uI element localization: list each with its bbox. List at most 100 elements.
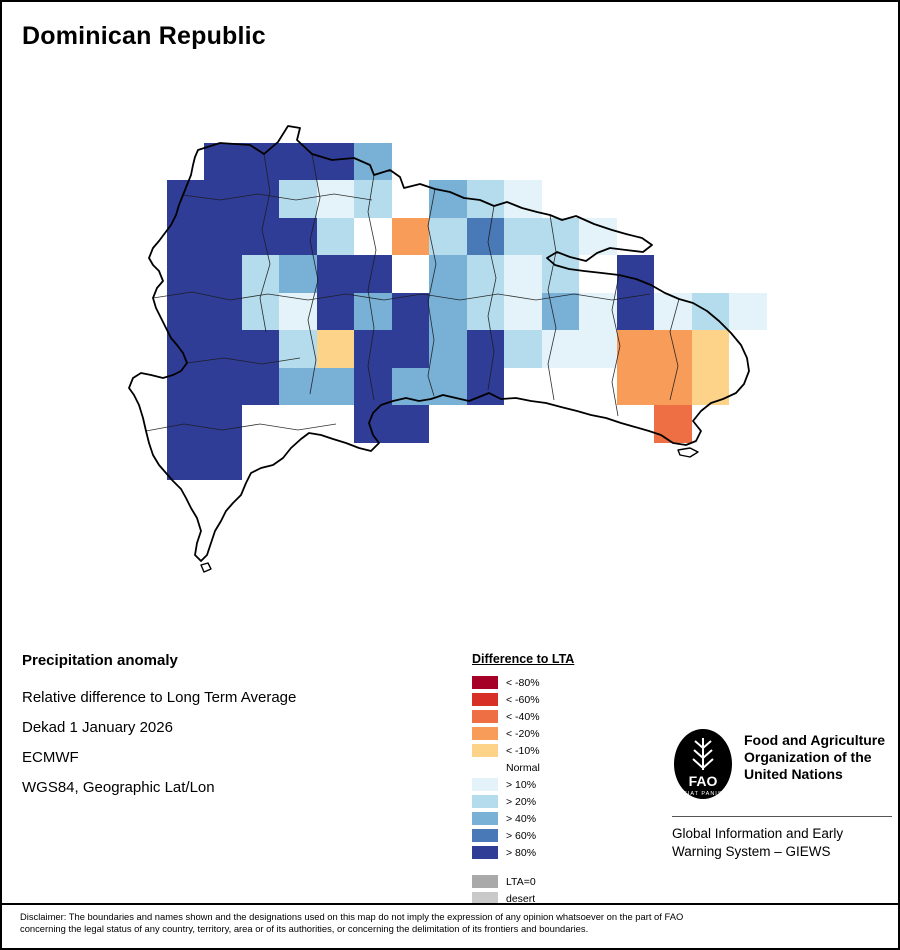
fao-org-line: Organization of the (744, 749, 872, 765)
grid-cell (204, 405, 242, 443)
grid-cell (504, 292, 542, 330)
grid-cell (429, 217, 467, 255)
legend-swatch (472, 744, 498, 757)
grid-cell (316, 180, 354, 218)
grid-cell (354, 367, 392, 405)
grid-cell (466, 255, 504, 293)
info-line-dekad: Dekad 1 January 2026 (22, 719, 173, 736)
legend-label: > 40% (506, 812, 537, 825)
grid-cell (354, 330, 392, 368)
legend-swatch (472, 710, 498, 723)
grid-cell (504, 255, 542, 293)
grid-cell (429, 292, 467, 330)
legend-item: < -20% (472, 725, 622, 742)
legend-extra-items: LTA=0 desert (472, 873, 622, 907)
grid-cell (391, 367, 429, 405)
legend-label: < -60% (506, 693, 540, 706)
fao-org-name: Food and Agriculture Organization of the… (744, 726, 885, 783)
grid-cell (504, 180, 542, 218)
grid-cell (391, 330, 429, 368)
grid-cell (429, 255, 467, 293)
grid-cell (204, 255, 242, 293)
fao-org-line: Food and Agriculture (744, 732, 886, 748)
grid-cell (316, 292, 354, 330)
grid-cell (654, 292, 692, 330)
grid-cell (354, 292, 392, 330)
grid-cell (204, 330, 242, 368)
info-line-projection: WGS84, Geographic Lat/Lon (22, 779, 215, 796)
grid-cell (654, 330, 692, 368)
legend-label: < -10% (506, 744, 540, 757)
fao-org-line: United Nations (744, 766, 843, 782)
map-info-block: Precipitation anomaly Relative differenc… (22, 652, 442, 809)
grid-cell (541, 292, 579, 330)
legend: Difference to LTA < -80% < -60% < -40% < -2… (472, 652, 622, 907)
grid-cell (541, 255, 579, 293)
legend-title: Difference to LTA (472, 652, 575, 666)
legend-item: > 80% (472, 844, 622, 861)
grid-cell (166, 442, 204, 480)
legend-label: > 60% (506, 829, 537, 842)
info-line-source: ECMWF (22, 749, 79, 766)
grid-cell (391, 255, 429, 293)
grid-cell (204, 142, 242, 180)
legend-label: < -20% (506, 727, 540, 740)
grid-cell (654, 367, 692, 405)
fao-logo-motto: FIAT PANIS (683, 791, 722, 797)
legend-item: < -60% (472, 691, 622, 708)
giews-line: Warning System – GIEWS (672, 844, 831, 859)
grid-cell (279, 255, 317, 293)
grid-cell (316, 255, 354, 293)
grid-cell (579, 330, 617, 368)
legend-swatch (472, 693, 498, 706)
fao-divider (672, 816, 892, 817)
grid-cell (316, 217, 354, 255)
grid-cell (241, 367, 279, 405)
grid-cell (579, 255, 617, 293)
grid-cell (541, 217, 579, 255)
grid-cell (354, 405, 392, 443)
legend-swatch (472, 812, 498, 825)
giews-label: Global Information and Early Warning Sys… (672, 825, 892, 861)
legend-label: desert (506, 892, 536, 905)
grid-cell (579, 217, 617, 255)
grid-cell (429, 180, 467, 218)
legend-item: > 20% (472, 793, 622, 810)
legend-item: > 40% (472, 810, 622, 827)
grid-cell (691, 330, 729, 368)
legend-item: < -10% (472, 742, 622, 759)
grid-cell (166, 180, 204, 218)
grid-cell (204, 292, 242, 330)
fao-logo-text: FAO (689, 773, 718, 789)
grid-cell (166, 292, 204, 330)
grid-cell (316, 330, 354, 368)
legend-label: Normal (506, 761, 540, 774)
grid-cell (466, 180, 504, 218)
grid-cell (279, 180, 317, 218)
disclaimer-line: Disclaimer: The boundaries and names sho… (20, 911, 684, 922)
legend-items: < -80% < -60% < -40% < -20% < -10% Normal > 10… (472, 674, 622, 861)
wheat-ear-icon (692, 740, 714, 769)
grid-cell (466, 292, 504, 330)
info-heading: Precipitation anomaly (22, 652, 178, 669)
grid-cell (316, 367, 354, 405)
grid-cell (166, 367, 204, 405)
grid-cell (241, 330, 279, 368)
legend-label: > 10% (506, 778, 537, 791)
grid-cell (504, 217, 542, 255)
grid-cell (391, 217, 429, 255)
grid-cell (616, 330, 654, 368)
grid-cell (279, 217, 317, 255)
grid-cell (166, 217, 204, 255)
grid-cell (691, 292, 729, 330)
legend-swatch (472, 846, 498, 859)
grid-cell (166, 255, 204, 293)
grid-cell (204, 367, 242, 405)
legend-label: < -80% (506, 676, 540, 689)
grid-cell (616, 255, 654, 293)
grid-cell (241, 255, 279, 293)
legend-swatch (472, 761, 498, 774)
info-line-indicator: Relative difference to Long Term Average (22, 689, 297, 706)
grid-cell (729, 292, 767, 330)
grid-cell (204, 180, 242, 218)
